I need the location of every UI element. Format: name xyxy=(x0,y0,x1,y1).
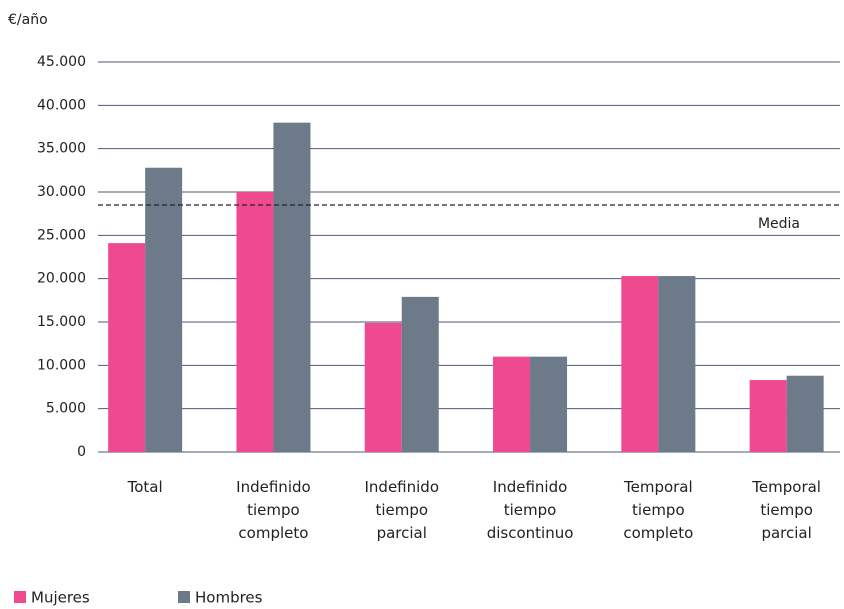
legend-label: Hombres xyxy=(195,589,263,607)
bar xyxy=(621,276,659,452)
bar xyxy=(401,296,439,452)
bar xyxy=(749,380,787,452)
bar xyxy=(273,122,311,453)
legend-swatch xyxy=(178,591,190,603)
x-tick-label: Total xyxy=(127,478,163,496)
x-tick-label: Indefinido tiempo parcial xyxy=(364,478,440,542)
y-tick-label: 25.000 xyxy=(37,227,86,243)
bar xyxy=(364,322,402,452)
legend-label: Mujeres xyxy=(31,589,90,607)
x-tick-label: Indefinido tiempo discontinuo xyxy=(486,478,574,542)
y-tick-label: 10.000 xyxy=(37,357,86,373)
legend-swatch xyxy=(14,591,26,603)
y-tick-label: 15.000 xyxy=(37,314,86,330)
y-tick-label: 30.000 xyxy=(37,184,86,200)
bar xyxy=(145,167,183,452)
y-tick-label: 5.000 xyxy=(46,401,86,417)
bar xyxy=(530,356,568,452)
bar xyxy=(493,356,531,452)
x-tick-label: Temporal tiempo completo xyxy=(623,478,694,542)
y-tick-label: 45.000 xyxy=(37,54,86,70)
y-axis-label: €/año xyxy=(8,12,48,28)
x-tick-label: Temporal tiempo parcial xyxy=(752,478,821,542)
bar xyxy=(108,243,146,452)
x-tick-label: Indefinido tiempo completo xyxy=(236,478,311,542)
y-tick-label: 40.000 xyxy=(37,97,86,113)
reference-label: Media xyxy=(758,216,800,232)
y-tick-label: 20.000 xyxy=(37,271,86,287)
y-tick-label: 35.000 xyxy=(37,141,86,157)
bar xyxy=(236,192,274,452)
bar xyxy=(786,375,824,452)
y-tick-label: 0 xyxy=(77,444,86,460)
bar xyxy=(658,276,696,452)
